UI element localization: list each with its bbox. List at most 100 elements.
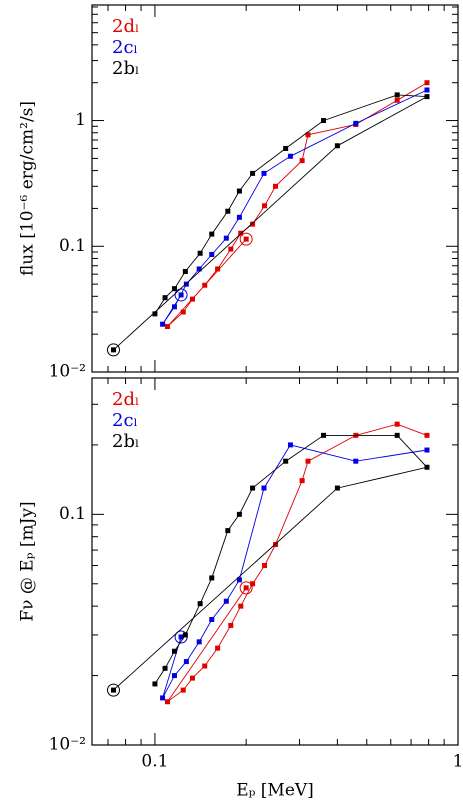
highlight-circle xyxy=(239,232,253,246)
data-point xyxy=(180,309,186,315)
data-point xyxy=(261,485,267,491)
data-point xyxy=(162,295,168,301)
data-point xyxy=(164,324,170,330)
data-point xyxy=(238,230,244,236)
data-point xyxy=(250,221,256,227)
highlight-circle xyxy=(239,581,253,595)
data-point xyxy=(182,632,188,638)
data-point xyxy=(353,120,359,126)
data-point xyxy=(273,183,279,189)
data-point xyxy=(110,687,116,693)
data-point xyxy=(321,118,327,124)
highlight-circle xyxy=(174,288,188,302)
series-line xyxy=(167,82,428,327)
data-point xyxy=(236,214,242,220)
data-point xyxy=(189,675,195,681)
data-point xyxy=(197,250,203,256)
highlight-circle xyxy=(106,683,120,697)
data-point xyxy=(225,208,231,214)
data-point xyxy=(183,281,189,287)
data-point xyxy=(178,634,184,640)
x-tick-label: 0.1 xyxy=(141,752,168,772)
data-point xyxy=(321,432,327,438)
series-line xyxy=(162,444,428,699)
data-point xyxy=(250,581,256,587)
data-point xyxy=(223,598,229,604)
data-point xyxy=(424,80,430,86)
data-point xyxy=(209,617,215,623)
plot-frame xyxy=(91,4,459,373)
y-tick-label: 0.1 xyxy=(59,504,86,524)
data-point xyxy=(215,266,221,272)
legend-entry: 2cₗ xyxy=(112,37,138,58)
y-tick-label: 1 xyxy=(75,110,86,130)
data-point xyxy=(162,665,168,671)
data-point xyxy=(236,188,242,194)
data-point xyxy=(228,246,234,252)
data-point xyxy=(164,699,170,705)
y-axis-label: Fν @ Eₚ [mJy] xyxy=(18,501,38,621)
data-point xyxy=(180,687,186,693)
data-point xyxy=(215,645,221,651)
data-point xyxy=(299,158,305,164)
data-point xyxy=(209,231,215,237)
data-point xyxy=(209,252,215,258)
data-point xyxy=(202,282,208,288)
data-point xyxy=(171,648,177,654)
data-point xyxy=(196,266,202,272)
data-point xyxy=(160,321,166,327)
data-point xyxy=(196,639,202,645)
data-point xyxy=(250,170,256,176)
data-point xyxy=(334,485,340,491)
data-point xyxy=(225,528,231,534)
data-point xyxy=(152,681,158,687)
data-point xyxy=(424,432,430,438)
data-point xyxy=(110,347,116,353)
series-line xyxy=(162,89,428,325)
data-point xyxy=(243,236,249,242)
data-point xyxy=(250,485,256,491)
x-axis-label: Eₚ [MeV] xyxy=(236,781,314,801)
data-point xyxy=(236,511,242,517)
data-point xyxy=(209,575,215,581)
data-point xyxy=(305,458,311,464)
data-point xyxy=(171,286,177,292)
data-point xyxy=(189,296,195,302)
series-line xyxy=(113,434,428,691)
data-point xyxy=(424,94,430,100)
data-point xyxy=(182,269,188,275)
data-point xyxy=(171,304,177,310)
legend-entry: 2dₗ xyxy=(112,16,139,37)
data-point xyxy=(262,563,268,569)
data-point xyxy=(299,478,305,484)
data-point xyxy=(283,458,289,464)
y-tick-label: 10⁻² xyxy=(49,362,86,382)
data-point xyxy=(236,577,242,583)
data-point xyxy=(287,153,293,159)
y-axis-label: flux [10⁻⁶ erg/cm²/s] xyxy=(18,101,38,276)
data-point xyxy=(238,603,244,609)
data-point xyxy=(183,659,189,665)
data-point xyxy=(223,235,229,241)
data-point xyxy=(424,464,430,470)
legend-entry: 2bₗ xyxy=(112,58,139,79)
data-point xyxy=(287,442,293,448)
data-point xyxy=(243,585,249,591)
data-point xyxy=(305,132,311,138)
x-tick-label: 1 xyxy=(453,752,463,772)
legend-entry: 2cₗ xyxy=(112,410,138,431)
data-point xyxy=(262,203,268,209)
data-point xyxy=(424,447,430,453)
data-point xyxy=(394,421,400,427)
data-point xyxy=(394,97,400,103)
data-point xyxy=(178,292,184,298)
highlight-circle xyxy=(106,343,120,357)
data-point xyxy=(202,663,208,669)
data-point xyxy=(160,695,166,701)
data-point xyxy=(197,601,203,607)
y-tick-label: 10⁻² xyxy=(49,735,86,755)
legend-entry: 2dₗ xyxy=(112,389,139,410)
data-point xyxy=(424,87,430,93)
